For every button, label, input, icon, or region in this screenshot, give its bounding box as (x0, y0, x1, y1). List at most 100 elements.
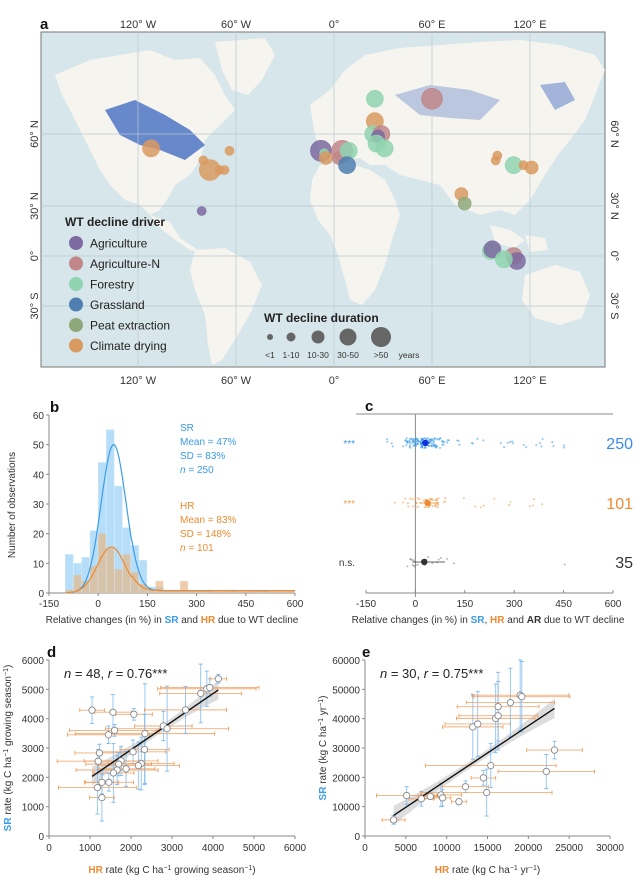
jitter-point-sr (430, 444, 433, 447)
map-site-marker (457, 196, 472, 211)
histogram-bar-hr (196, 590, 205, 593)
jitter-point-sr (409, 444, 412, 447)
data-point (506, 698, 515, 707)
map-site-marker (142, 139, 160, 158)
label-part: rate (kg C ha (318, 726, 329, 787)
data-point (129, 748, 137, 756)
histogram-bar-sr (65, 554, 74, 593)
map-site-markers (142, 88, 539, 270)
jitter-point-sr (410, 438, 413, 441)
stats-mean: Mean = 83% (180, 515, 237, 526)
x-tick-label: 300 (506, 599, 523, 610)
panel-label-c: c (365, 398, 373, 415)
x-tick-label: 4000 (202, 843, 225, 854)
map-site-marker (483, 240, 502, 259)
duration-legend-unit: years (399, 350, 420, 360)
histogram-bar-hr (131, 572, 139, 593)
jitter-point-hr (424, 506, 427, 509)
x-tick-label: 5000 (243, 843, 266, 854)
jitter-point-ar (426, 556, 429, 559)
x-tick-label: 150 (456, 599, 473, 610)
lon-tick-label: 120° W (120, 375, 157, 387)
jitter-point-sr (404, 439, 407, 442)
lon-tick-label: 60° E (418, 19, 445, 31)
lat-tick-label: 0° (29, 251, 41, 262)
map-site-marker (421, 88, 443, 110)
jitter-point-sr (436, 438, 439, 441)
label-part: and (504, 615, 526, 626)
land-australia (522, 265, 590, 325)
data-point (461, 783, 470, 791)
y-tick-label: 4000 (22, 715, 45, 726)
jitter-point-sr (430, 442, 433, 445)
jitter-point-ar (413, 565, 416, 568)
label-part: growing season (171, 865, 244, 876)
y-tick-label: 40 (33, 470, 45, 481)
lat-tick-label: 60° N (608, 120, 620, 148)
jitter-point-hr (482, 504, 485, 507)
label-part: ) (318, 696, 329, 699)
jitter-point-hr (541, 503, 544, 506)
jitter-point-sr (552, 445, 555, 448)
jitter-point-sr (563, 444, 566, 447)
jitter-point-sr (390, 442, 393, 445)
duration-legend-label: >50 (374, 350, 389, 360)
label-part: SR (165, 615, 180, 626)
panel-label-e: e (362, 644, 370, 661)
driver-legend: WT decline driver Agriculture Agriculture… (65, 215, 170, 353)
panel-b-xlabel: Relative changes (in %) in SR and HR due… (46, 615, 299, 626)
map-site-marker (196, 206, 207, 216)
jitter-point-sr (471, 442, 474, 445)
jitter-point-sr (432, 439, 435, 442)
y-tick-label: 10 (33, 559, 45, 570)
duration-legend-swatch (339, 328, 357, 346)
jitter-point-hr (431, 505, 434, 508)
data-point (109, 769, 118, 777)
y-tick-label: 5000 (22, 685, 45, 696)
lat-tick-label: 30° S (29, 292, 41, 319)
data-point (438, 794, 447, 802)
label-part: −1 (529, 865, 537, 872)
jitter-point-hr (414, 497, 417, 500)
jitter-point-sr (457, 439, 460, 442)
histogram-bar-hr (180, 581, 188, 593)
label-part: SR (318, 786, 329, 801)
y-tick-label: 0 (38, 589, 44, 600)
jitter-point-hr (414, 506, 417, 509)
y-tick-label: 1000 (22, 803, 45, 814)
driver-legend-label: Agriculture (90, 237, 148, 251)
jitter-point-sr (416, 442, 419, 445)
jitter-point-sr (428, 440, 431, 443)
data-point (88, 706, 96, 714)
y-axis-label: SR rate (kg C ha−1 yr−1) (318, 696, 330, 801)
jitter-point-sr (512, 442, 515, 445)
annotation-part: = 0.76*** (112, 666, 167, 681)
data-point (98, 778, 106, 786)
jitter-point-hr (508, 503, 511, 506)
data-point (479, 774, 488, 782)
y-tick-label: 20 (33, 530, 45, 541)
jitter-point-hr (432, 499, 435, 502)
map-site-marker (490, 155, 501, 166)
histogram-bar-hr (286, 590, 295, 593)
histogram-bar-hr (139, 584, 147, 593)
y-tick-label: 60000 (332, 656, 360, 667)
jitter-point-ar (412, 559, 415, 562)
label-part: −1 (510, 865, 518, 872)
jitter-point-hr (437, 503, 440, 506)
lon-tick-label: 60° E (418, 375, 445, 387)
jitter-point-sr (414, 439, 417, 442)
significance-label: n.s. (339, 558, 355, 569)
jitter-point-sr (562, 446, 565, 449)
histogram-bar-sr (106, 429, 115, 593)
duration-legend-label: 10-30 (307, 350, 329, 360)
jitter-point-sr (540, 445, 543, 448)
jitter-point-sr (525, 446, 528, 449)
stats-sd: SD = 83% (180, 451, 225, 462)
data-point (95, 749, 104, 757)
data-point (134, 761, 143, 770)
data-point (389, 816, 398, 824)
duration-legend-swatch (286, 332, 296, 342)
jitter-point-ar (431, 562, 434, 565)
jitter-point-sr (432, 443, 435, 446)
